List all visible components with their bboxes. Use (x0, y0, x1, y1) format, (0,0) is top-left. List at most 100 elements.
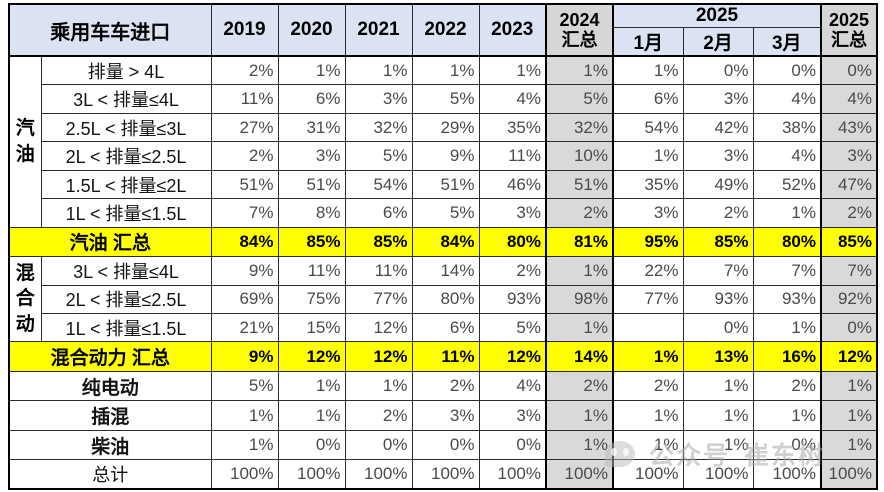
value-cell: 1% (612, 400, 684, 431)
table-row: 1L < 排量≤1.5L 21% 15% 12% 6% 5% 1% 0% 1% 0% (9, 313, 878, 343)
row-label: 3L < 排量≤4L (40, 84, 212, 114)
value-cell: 95% (612, 226, 684, 258)
value-cell: 38% (752, 112, 822, 143)
value-cell: 84% (411, 226, 480, 258)
value-cell: 0% (682, 313, 754, 343)
value-cell: 0% (277, 429, 346, 461)
value-cell: 9% (210, 341, 279, 372)
value-cell: 1% (752, 198, 822, 228)
value-cell: 69% (210, 284, 279, 315)
table-row: 汽油 汇总 84% 85% 85% 84% 80% 81% 95% 85% 80% 85% (8, 226, 878, 258)
row-label: 1L < 排量≤1.5L (40, 313, 212, 343)
value-cell: 0% (344, 429, 413, 461)
value-cell: 3% (277, 141, 346, 171)
value-cell: 3% (820, 141, 878, 171)
value-cell: 1% (545, 313, 614, 343)
value-cell: 77% (612, 284, 684, 315)
value-cell: 7% (210, 198, 279, 228)
value-cell: 2% (612, 370, 684, 402)
value-cell: 1% (344, 370, 413, 402)
value-cell: 1% (682, 429, 754, 461)
row-label: 2L < 排量≤2.5L (40, 284, 212, 315)
value-cell: 1% (411, 55, 480, 86)
row-label: 2L < 排量≤2.5L (40, 141, 212, 171)
value-cell: 35% (478, 112, 547, 143)
value-cell: 2% (210, 55, 279, 86)
value-cell: 4% (820, 84, 878, 114)
value-cell: 93% (682, 284, 754, 315)
value-cell: 6% (612, 84, 684, 114)
value-cell: 4% (752, 141, 822, 171)
table-row: 总计 100% 100% 100% 100% 100% 100% 100% 100% 100% 10… (8, 459, 878, 490)
value-cell: 3% (411, 400, 480, 431)
value-cell: 5% (478, 313, 547, 343)
row-label: 混合动力 汇总 (8, 341, 212, 372)
value-cell: 3% (478, 400, 547, 431)
sum-2024-header: 2024 汇总 (545, 3, 614, 57)
import-share-table: 乘用车车进口 2019 2020 2021 2022 2023 2024 汇总 2025 202… (8, 3, 878, 490)
value-cell: 100% (682, 459, 754, 490)
value-cell: 1% (210, 429, 279, 461)
month-header: 2月 (682, 27, 754, 57)
value-cell: 1% (277, 400, 346, 431)
value-cell: 11% (411, 341, 480, 372)
value-cell: 2% (545, 198, 614, 228)
year-header: 2022 (411, 3, 480, 57)
row-label: 1.5L < 排量≤2L (40, 169, 212, 200)
value-cell: 1% (478, 55, 547, 86)
value-cell: 84% (210, 226, 279, 258)
value-cell: 8% (277, 198, 346, 228)
table-body: 汽 油排量 > 4L 2% 1% 1% 1% 1% 1% 1% 0% 0% 0% 3L < 排量≤4L… (8, 55, 878, 490)
value-cell: 4% (752, 84, 822, 114)
value-cell: 29% (411, 112, 480, 143)
value-cell: 51% (411, 169, 480, 200)
value-cell: 1% (612, 341, 684, 372)
value-cell: 2% (820, 198, 878, 228)
table-row: 混合动力 汇总 9% 12% 12% 11% 12% 14% 1% 13% 16% 12% (8, 341, 878, 372)
value-cell: 1% (820, 370, 878, 402)
value-cell: 54% (344, 169, 413, 200)
value-cell: 2% (344, 400, 413, 431)
value-cell: 85% (277, 226, 346, 258)
year-header: 2023 (478, 3, 547, 57)
group-2025-header: 2025 (612, 3, 822, 28)
value-cell: 85% (344, 226, 413, 258)
table-row: 3L < 排量≤4L 11% 6% 3% 5% 4% 5% 6% 3% 4% 4% (9, 84, 878, 114)
value-cell: 0% (411, 429, 480, 461)
year-header: 2020 (277, 3, 346, 57)
table-row: 插混 1% 1% 2% 3% 3% 1% 1% 1% 1% 1% (8, 400, 878, 431)
value-cell: 6% (344, 198, 413, 228)
value-cell: 0% (820, 313, 878, 343)
value-cell: 11% (478, 141, 547, 171)
value-cell: 1% (545, 55, 614, 86)
value-cell: 0% (752, 55, 822, 86)
value-cell: 100% (612, 459, 684, 490)
value-cell: 1% (612, 429, 684, 461)
value-cell: 22% (612, 256, 684, 286)
value-cell: 9% (210, 256, 279, 286)
value-cell: 100% (752, 459, 822, 490)
value-cell: 1% (820, 400, 878, 431)
value-cell: 1% (682, 370, 754, 402)
value-cell: 16% (752, 341, 822, 372)
value-cell: 43% (820, 112, 878, 143)
table-row: 1L < 排量≤1.5L 7% 8% 6% 5% 3% 2% 3% 2% 1% 2% (9, 198, 878, 228)
value-cell: 1% (545, 429, 614, 461)
row-label: 总计 (8, 459, 212, 490)
value-cell: 7% (752, 256, 822, 286)
value-cell: 46% (478, 169, 547, 200)
table-row: 纯电动 5% 1% 1% 2% 4% 2% 2% 1% 2% 1% (8, 370, 878, 402)
value-cell: 100% (545, 459, 614, 490)
value-cell: 5% (210, 370, 279, 402)
value-cell: 14% (411, 256, 480, 286)
value-cell: 13% (682, 341, 754, 372)
value-cell: 12% (820, 341, 878, 372)
value-cell: 42% (682, 112, 754, 143)
value-cell: 7% (682, 256, 754, 286)
value-cell: 11% (344, 256, 413, 286)
value-cell: 31% (277, 112, 346, 143)
value-cell: 100% (478, 459, 547, 490)
value-cell: 52% (752, 169, 822, 200)
month-header: 3月 (752, 27, 822, 57)
value-cell: 92% (820, 284, 878, 315)
